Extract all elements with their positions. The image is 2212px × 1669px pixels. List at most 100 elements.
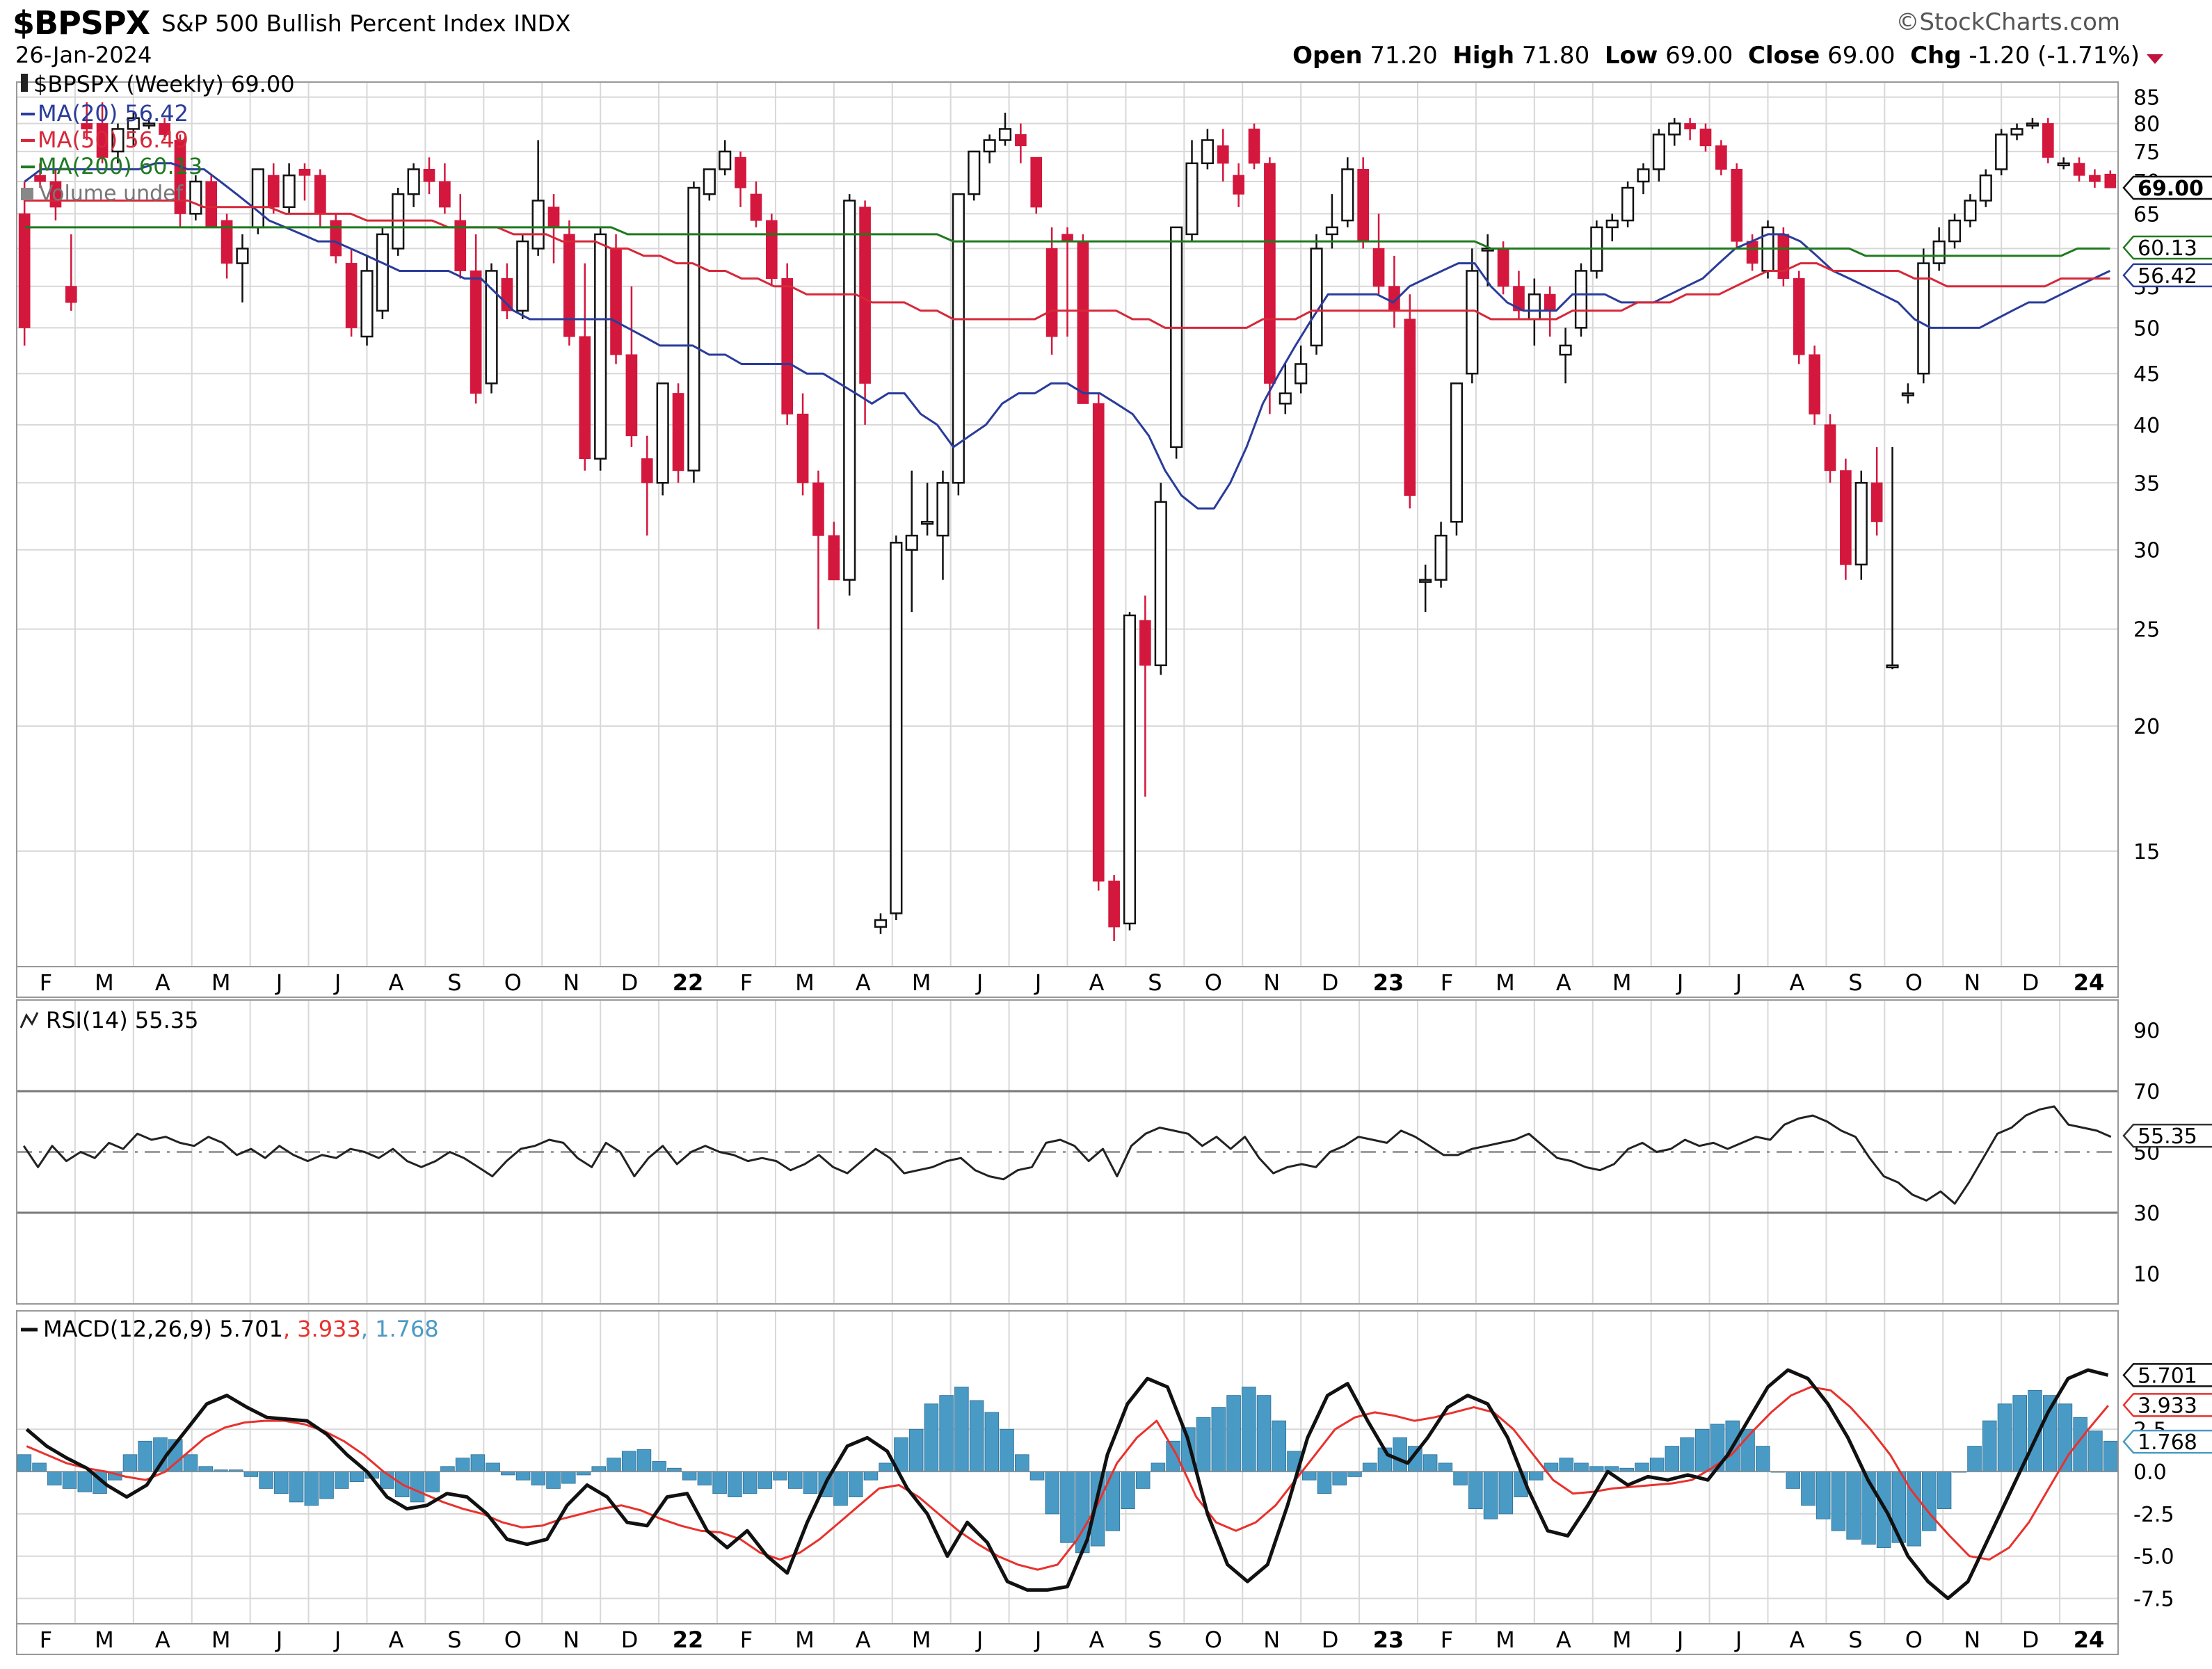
x-axis-month-label: J (333, 1627, 341, 1653)
price-y-tick-label: 35 (2133, 471, 2160, 496)
price-y-tick-label: 15 (2133, 840, 2160, 864)
macd-histogram-bar (1029, 1471, 1045, 1481)
macd-histogram-bar (1589, 1466, 1604, 1472)
x-axis-month-label: J (275, 969, 282, 996)
rsi-y-tick-label: 10 (2133, 1262, 2160, 1287)
ma20-line (24, 162, 2110, 510)
macd-histogram-bar (908, 1428, 924, 1472)
close-value: 69.00 (1827, 42, 1896, 70)
macd-histogram-bar (515, 1471, 531, 1481)
macd-legend-label: MACD(12,26,9) 5.701, 3.933, 1.768 (43, 1316, 439, 1342)
candle-body-up (1605, 219, 1619, 229)
low-value: 69.00 (1665, 42, 1733, 70)
x-axis-month-label: A (856, 1627, 871, 1653)
volume-legend-label: Volume undef (39, 182, 184, 206)
rsi-legend-label: RSI(14) 55.35 (46, 1007, 198, 1033)
x-axis-month-label: J (333, 969, 341, 996)
candle-body-down (1404, 319, 1416, 496)
candle-body-up (1528, 293, 1541, 321)
x-axis-month-label: M (795, 1627, 815, 1653)
macd-badge-box (2122, 1363, 2212, 1387)
macd-histogram-bar (1680, 1437, 1694, 1472)
hist-badge-text: 1.768 (2138, 1430, 2197, 1455)
candle-body-down (750, 193, 762, 221)
macd-signal-line (26, 1386, 2109, 1571)
macd-histogram-bar (259, 1471, 273, 1489)
x-axis-month-label: A (1556, 1627, 1571, 1653)
x-axis-month-label: N (1263, 1627, 1280, 1653)
macd-badge-text: 5.701 (2138, 1364, 2197, 1388)
x-axis-month-label: D (1322, 1627, 1339, 1653)
candle-body-down (641, 458, 653, 483)
candle-body-up (656, 382, 669, 484)
candle-body-up (1466, 270, 1479, 375)
macd-histogram-bar (410, 1471, 425, 1503)
macd-histogram-bar (335, 1471, 349, 1489)
candle-body-up (1154, 501, 1167, 666)
macd-histogram-bar (2103, 1440, 2118, 1472)
brand-watermark[interactable]: ©StockCharts.com (1896, 8, 2120, 36)
candle-body-up (1201, 139, 1214, 165)
ma20-badge: 56.42 (2122, 263, 2212, 289)
macd-histogram-bar (833, 1471, 848, 1506)
rsi-line (22, 1105, 2112, 1205)
macd-histogram-bar (32, 1462, 47, 1472)
x-axis-month-label: J (1676, 969, 1683, 996)
ma200-badge-text: 60.13 (2138, 236, 2197, 261)
candle-body-down (672, 393, 684, 471)
x-axis-month-label: M (1612, 969, 1632, 996)
candle-body-down (1870, 482, 1883, 522)
candle-body-down (314, 175, 326, 214)
macd-badge: 5.701 (2122, 1363, 2212, 1388)
macd-histogram-bar (621, 1451, 636, 1472)
close-label: Close (1748, 42, 1820, 70)
hist-badge-box (2122, 1429, 2212, 1454)
candle-body-up (1652, 134, 1665, 170)
open-value: 71.20 (1370, 42, 1438, 70)
candle-body-down (221, 220, 233, 264)
x-axis-month-label: J (1034, 969, 1041, 996)
rsi-y-tick-label: 30 (2133, 1202, 2160, 1226)
candle-body-up (1854, 482, 1868, 566)
candle-body-down (298, 168, 311, 176)
x-axis-month-label: O (504, 1627, 522, 1653)
x-axis-month-label: S (1148, 969, 1162, 996)
rsi-grid (16, 1000, 2119, 1304)
macd-histogram-bar (1665, 1446, 1680, 1472)
candle-body-down (735, 156, 746, 188)
ma200-badge-box (2122, 235, 2212, 260)
macd-histogram-bar (758, 1471, 773, 1489)
candle-body-down (1357, 168, 1370, 242)
macd-histogram-bar (863, 1471, 879, 1481)
macd-histogram-bar (531, 1471, 546, 1485)
macd-histogram-bar (773, 1471, 787, 1481)
x-axis-month-label: N (563, 969, 579, 996)
candle-body-down (454, 220, 467, 271)
candle-body-down (1684, 123, 1696, 129)
price-y-tick-label: 50 (2133, 316, 2160, 341)
ohlc-quote: Open 71.20 High 71.80 Low 69.00 Close 69… (1292, 42, 2140, 70)
x-axis-month-label: F (1441, 969, 1453, 996)
rsi-line-icon (19, 1012, 39, 1029)
macd-histogram-bar (455, 1458, 470, 1472)
macd-histogram-bar (591, 1466, 607, 1472)
macd-histogram-bar (546, 1471, 561, 1489)
x-axis-month-label: J (1734, 1627, 1742, 1653)
macd-histogram-bar (742, 1471, 758, 1494)
price-legend-label: $BPSPX (Weekly) 69.00 (33, 71, 295, 97)
candle-body-down (2042, 123, 2054, 158)
signal-badge-text: 3.933 (2138, 1394, 2197, 1418)
candle-body-up (531, 200, 545, 250)
x-axis-month-label: S (447, 969, 461, 996)
macd-grid (16, 1311, 2119, 1624)
macd-histogram-bar (243, 1471, 259, 1477)
x-axis-month-label: O (1205, 1627, 1222, 1653)
candle-body-up (360, 270, 374, 338)
macd-histogram-bar (304, 1471, 319, 1506)
macd-histogram-bar (183, 1454, 198, 1472)
x-axis-month-label: J (975, 1627, 983, 1653)
candle-body-up (874, 919, 888, 928)
x-axis-month-label: F (740, 1627, 753, 1653)
candle-body-up (1917, 262, 1930, 375)
